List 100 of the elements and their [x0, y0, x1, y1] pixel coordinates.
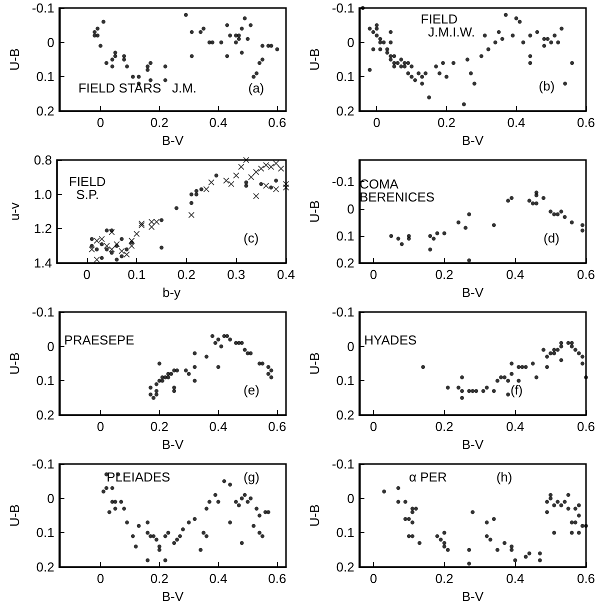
point — [110, 486, 114, 490]
point — [236, 36, 241, 41]
point — [576, 514, 581, 518]
point — [114, 241, 120, 248]
annotation: (f) — [510, 382, 523, 398]
point — [524, 364, 528, 369]
point — [199, 187, 204, 192]
point — [527, 551, 532, 556]
point — [456, 386, 460, 390]
point — [446, 548, 450, 552]
point — [552, 351, 556, 356]
point — [120, 254, 124, 258]
point — [154, 392, 158, 396]
point — [552, 503, 556, 508]
point — [110, 64, 114, 68]
point — [148, 224, 155, 230]
point — [542, 196, 546, 200]
point — [203, 186, 210, 192]
point — [113, 54, 118, 58]
point — [210, 40, 214, 44]
point — [172, 389, 176, 394]
point — [283, 181, 289, 188]
point — [192, 364, 197, 369]
point — [204, 506, 209, 511]
point — [246, 36, 250, 41]
point — [192, 378, 197, 383]
point — [175, 368, 180, 372]
point — [125, 520, 130, 524]
point — [122, 58, 126, 62]
point — [94, 256, 100, 263]
point — [128, 242, 135, 249]
point — [562, 500, 567, 504]
point — [234, 500, 238, 504]
point — [216, 364, 220, 369]
point — [428, 248, 432, 252]
point — [110, 250, 114, 255]
point — [492, 223, 496, 228]
y-axis-title: U-B — [7, 48, 22, 71]
point — [470, 510, 475, 514]
point — [130, 534, 135, 538]
point — [157, 362, 162, 366]
point — [484, 534, 489, 538]
point — [213, 492, 218, 497]
point — [146, 530, 150, 535]
point — [186, 520, 191, 524]
x-axis-title: B-V — [462, 437, 484, 452]
point — [94, 247, 99, 252]
point — [538, 558, 542, 562]
point — [548, 210, 553, 214]
point — [248, 496, 253, 500]
point — [260, 58, 264, 62]
x-axis-title: B-V — [162, 437, 184, 452]
point — [580, 354, 584, 359]
point — [122, 506, 126, 511]
point — [236, 33, 241, 38]
annotation: HYADES — [364, 332, 417, 348]
point — [438, 538, 443, 542]
annotation: (g) — [244, 469, 260, 484]
point — [136, 524, 141, 528]
point — [100, 242, 104, 246]
y-tick-label: 0.1 — [336, 69, 354, 84]
y-tick-label: 0 — [47, 34, 54, 50]
x-tick-label: 0.4 — [506, 571, 524, 586]
point — [208, 179, 214, 186]
y-tick-label: -0.1 — [32, 456, 54, 472]
point — [530, 362, 535, 366]
x-tick-label: 0.6 — [576, 419, 596, 434]
x-tick-label: 0.4 — [507, 115, 526, 130]
point — [467, 212, 472, 216]
y-tick-label: 0 — [347, 201, 354, 216]
point — [194, 192, 198, 196]
x-tick-label: 0.2 — [150, 419, 168, 434]
x-tick-label: 0 — [370, 571, 378, 586]
x-tick-label: 0.2 — [437, 115, 456, 130]
x-tick-label: 0.4 — [506, 267, 524, 282]
point — [382, 489, 386, 494]
point — [263, 162, 270, 168]
point — [548, 496, 553, 500]
point — [184, 12, 188, 17]
point — [259, 182, 264, 186]
x-tick-label: 0.2 — [435, 419, 454, 434]
point — [580, 524, 584, 528]
point — [266, 510, 270, 514]
y-tick-label: 0.2 — [36, 560, 54, 575]
point — [113, 50, 118, 55]
point — [107, 510, 112, 514]
point — [576, 503, 581, 508]
point — [190, 54, 194, 58]
y-tick-label: -0.1 — [332, 304, 354, 320]
point — [225, 334, 230, 338]
annotation: (b) — [538, 78, 555, 94]
x-tick-label: 0.6 — [576, 115, 596, 130]
point — [248, 351, 253, 356]
x-tick-label: 0 — [370, 419, 378, 434]
point — [566, 340, 570, 345]
point — [214, 173, 218, 178]
point — [570, 530, 574, 535]
point — [442, 530, 446, 535]
y-tick-label: 0 — [347, 490, 354, 506]
point — [467, 389, 472, 394]
